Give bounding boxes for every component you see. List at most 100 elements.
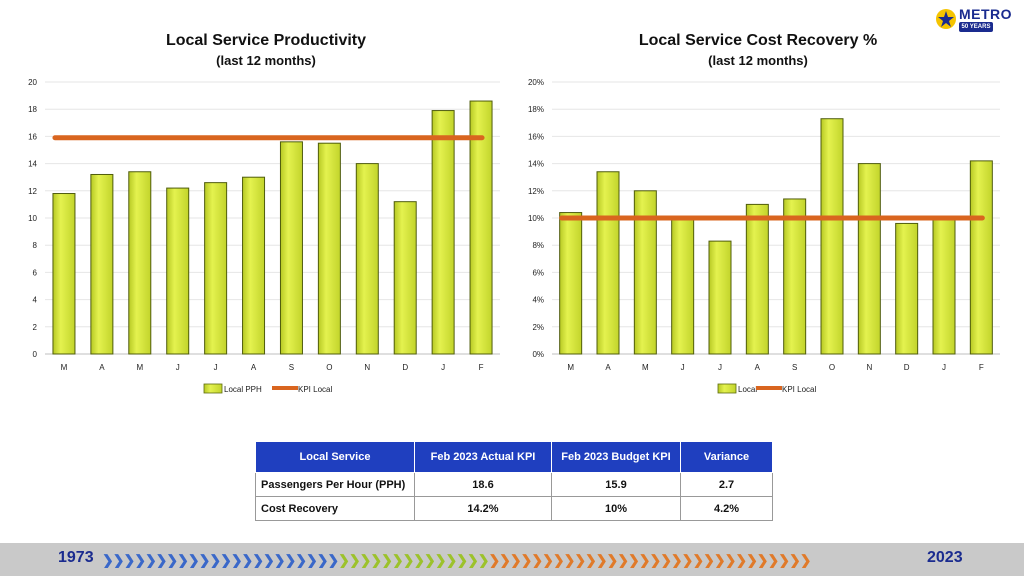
chevron-icon: ❯ [789,552,801,568]
x-tick-label: A [251,363,257,372]
chevron-icon: ❯ [552,552,565,568]
y-tick-label: 10 [28,214,37,223]
chevron-icon: ❯ [220,552,232,568]
bar-A [596,171,620,355]
table-cell: 10% [551,496,681,521]
bar-O [317,142,341,355]
x-tick-label: S [289,363,294,372]
y-tick-label: 20% [528,78,544,87]
chevron-icon: ❯ [499,552,511,568]
y-tick-label: 4% [532,296,544,305]
y-tick-label: 0% [532,350,544,359]
metro-star-icon [936,9,956,29]
chevron-icon: ❯ [799,552,812,568]
bar-J [671,217,695,355]
chevron-icon: ❯ [778,552,790,568]
logo-badge: 50 YEARS [959,22,993,32]
y-tick-label: 12 [28,187,37,196]
chevron-icon: ❯ [724,552,737,568]
chart2-title: Local Service Cost Recovery % [638,32,878,49]
y-tick-label: 4 [33,296,38,305]
x-tick-label: O [829,363,835,372]
bar-M [128,171,152,355]
chevron-icon: ❯ [627,552,640,568]
chevron-icon: ❯ [574,552,586,568]
chevron-icon: ❯ [370,552,382,568]
y-tick-label: 14 [28,160,37,169]
x-tick-label: D [402,363,408,372]
chevron-icon: ❯ [144,552,157,568]
chevron-icon: ❯ [692,552,704,568]
chevron-icon: ❯ [252,552,264,568]
bar-A [242,176,266,355]
footer-start-year: 1973 [58,549,94,566]
bar-D [393,201,417,355]
chevron-icon: ❯ [563,552,576,568]
chevron-icon: ❯ [466,552,479,568]
bar-D [895,222,919,355]
chevron-icon: ❯ [509,552,522,568]
bar-F [969,160,993,355]
table-header: Variance [680,441,773,473]
chevron-icon: ❯ [488,552,500,568]
legend-label-kpi: KPI Local [782,385,816,394]
x-tick-label: M [567,363,574,372]
legend-label-bar: Local [738,385,757,394]
y-tick-label: 6% [532,268,544,277]
chevron-icon: ❯ [305,552,318,568]
chevron-icon: ❯ [735,552,747,568]
table-cell: 4.2% [680,496,773,521]
table-cell: Cost Recovery [255,496,415,521]
bar-J [431,110,455,355]
footer-end-year: 2023 [927,549,963,566]
x-tick-label: A [605,363,611,372]
x-tick-label: M [61,363,68,372]
x-tick-label: A [755,363,761,372]
bar-A [90,173,114,355]
chevron-icon: ❯ [316,552,329,568]
chevron-icon: ❯ [295,552,307,568]
x-tick-label: N [364,363,370,372]
x-tick-label: M [642,363,649,372]
table-cell: 15.9 [551,472,681,497]
chevron-icon: ❯ [638,552,651,568]
table-header: Feb 2023 Actual KPI [414,441,552,473]
chevron-icon: ❯ [445,552,458,568]
chevron-icon: ❯ [166,552,178,568]
chevron-icon: ❯ [230,552,243,568]
chevron-icon: ❯ [520,552,533,568]
kpi-table: Local Service Feb 2023 Actual KPI Feb 20… [255,441,773,521]
chevron-icon: ❯ [477,552,490,568]
table-row: Passengers Per Hour (PPH) 18.6 15.9 2.7 [255,472,773,497]
chevron-icon: ❯ [381,552,393,568]
chevron-icon: ❯ [198,552,211,568]
chevron-icon: ❯ [263,552,275,568]
chevron-icon: ❯ [542,552,554,568]
x-tick-label: N [866,363,872,372]
anniversary-banner: 1973 ❯❯❯❯❯❯❯❯❯❯❯❯❯❯❯❯❯❯❯❯❯❯❯❯❯❯❯❯❯❯❯❯❯❯❯… [0,543,1024,576]
x-tick-label: M [136,363,143,372]
productivity-chart: 0 2 4 6 8 10 12 14 16 18 20 M A M J J A S O N D J F Local PPH… [28,78,500,394]
y-tick-label: 6 [33,268,38,277]
bar-N [355,163,379,355]
y-tick-label: 18 [28,105,37,114]
bar-J [932,217,956,355]
bar-A [745,203,769,355]
chevron-icon: ❯ [177,552,189,568]
chevron-icon: ❯ [681,552,694,568]
chevron-icon: ❯ [606,552,619,568]
chevron-icon: ❯ [434,552,447,568]
chevron-icon: ❯ [531,552,543,568]
legend-swatch-bar [717,383,737,394]
x-tick-label: J [942,363,946,372]
table-header: Local Service [255,441,415,473]
table-cell: 2.7 [680,472,773,497]
chevron-icon: ❯ [585,552,597,568]
x-tick-label: A [99,363,105,372]
chevron-icon: ❯ [703,552,715,568]
bar-J [708,240,732,355]
chevron-icon: ❯ [660,552,672,568]
x-tick-label: D [904,363,910,372]
y-tick-label: 20 [28,78,37,87]
legend-label-bar: Local PPH [224,385,262,394]
